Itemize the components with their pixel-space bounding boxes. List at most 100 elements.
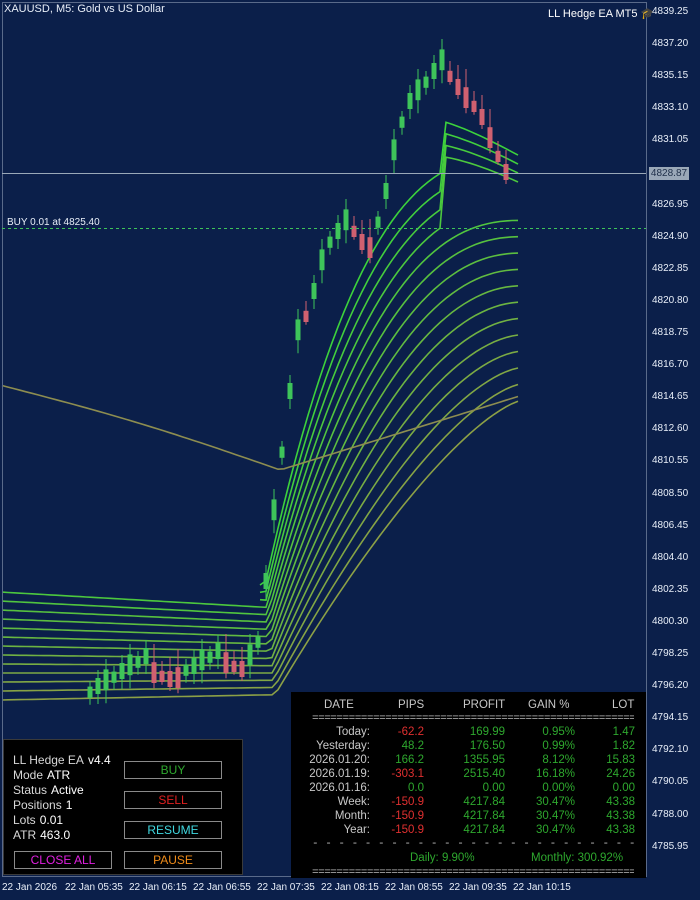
stats-panel: DATE PIPS PROFIT GAIN % LOT ============…	[291, 692, 646, 879]
stats-cell-profit: 169.99	[469, 726, 505, 738]
candle-body	[327, 236, 333, 248]
graduation-cap-icon: 🎓	[640, 8, 655, 20]
price-tick: 4824.90	[652, 230, 689, 242]
stats-cell-pips: -62.2	[397, 726, 424, 738]
close-all-button[interactable]: CLOSE ALL	[14, 851, 112, 869]
status-value: Active	[51, 783, 84, 797]
price-tick: 4785.95	[652, 840, 689, 852]
ea-title: LL Hedge EA MT5 🎓	[548, 7, 654, 20]
stats-cell-profit: 2515.40	[463, 768, 505, 780]
buy-button[interactable]: BUY	[124, 761, 222, 779]
price-tick: 4788.00	[652, 808, 689, 820]
candle-body	[271, 499, 277, 521]
price-tick: 4820.80	[652, 294, 689, 306]
candle-body	[199, 649, 205, 671]
sell-button[interactable]: SELL	[124, 791, 222, 809]
candle-body	[495, 150, 501, 162]
stats-cell-date: Today:	[336, 726, 370, 738]
stats-cell-profit: 4217.84	[463, 810, 505, 822]
table-separator-dashed: - - - - - - - - - - - - - - - - - - - - …	[312, 838, 634, 850]
stats-cell-gain: 0.99%	[542, 740, 575, 752]
atr-row: ATR 463.0	[13, 828, 70, 842]
candle-body	[335, 223, 341, 239]
stats-cell-profit: 0.00	[482, 782, 505, 794]
status-label: Status	[13, 783, 48, 797]
price-tick: 4804.40	[652, 551, 689, 563]
stats-cell-lot: 43.38	[606, 810, 635, 822]
stats-cell-gain: 30.47%	[535, 796, 575, 808]
slow-ma-line	[1, 384, 519, 471]
candle-body	[367, 237, 373, 258]
candle-body	[399, 116, 405, 128]
candle-body	[263, 573, 269, 589]
candle-body	[287, 383, 293, 399]
stats-cell-pips: -150.9	[391, 810, 424, 822]
stats-cell-gain: 8.12%	[542, 754, 575, 766]
header-profit: PROFIT	[463, 699, 506, 711]
candle-body	[223, 652, 229, 673]
stats-cell-pips: -150.9	[391, 824, 424, 836]
lots-value: 0.01	[39, 813, 64, 827]
candle-body	[159, 670, 165, 682]
stats-cell-lot: 15.83	[606, 754, 635, 766]
time-tick: 22 Jan 2026	[2, 882, 58, 893]
stats-cell-profit: 4217.84	[463, 796, 505, 808]
ma-line	[1, 156, 519, 609]
stats-cell-lot: 24.26	[606, 768, 635, 780]
price-tick: 4810.55	[652, 455, 689, 467]
candle-body	[359, 234, 365, 250]
candle-body	[303, 310, 309, 322]
candle-body	[447, 70, 453, 82]
lots-row: Lots 0.01	[13, 813, 63, 827]
mode-label: Mode	[13, 768, 44, 782]
ea-title-text: LL Hedge EA MT5	[548, 8, 638, 20]
price-tick: 4802.35	[652, 583, 689, 595]
stats-cell-date: Yesterday:	[316, 740, 370, 752]
candle-body	[167, 671, 173, 687]
stats-cell-gain: 30.47%	[535, 810, 575, 822]
monthly-gain: Monthly: 300.92%	[531, 852, 624, 864]
stats-cell-date: 2026.01.20:	[309, 754, 370, 766]
ea-control-panel: LL Hedge EA v4.4 Mode ATR Status Active Pos…	[3, 739, 243, 875]
stats-cell-gain: 30.47%	[535, 824, 575, 836]
pause-button[interactable]: PAUSE	[124, 851, 222, 869]
time-tick: 22 Jan 06:15	[129, 882, 187, 893]
candle-body	[351, 225, 357, 237]
candle-body	[311, 283, 317, 299]
stats-cell-gain: 0.95%	[542, 726, 575, 738]
candle-body	[487, 127, 493, 148]
symbol-title: XAUUSD, M5: Gold vs US Dollar	[4, 3, 165, 15]
positions-label: Positions	[13, 798, 62, 812]
candle-body	[87, 686, 93, 698]
candle-body	[415, 79, 421, 101]
price-tick: 4806.45	[652, 519, 689, 531]
price-tick: 4816.70	[652, 359, 689, 371]
atr-value: 463.0	[40, 828, 71, 842]
candle-body	[455, 79, 461, 95]
time-tick: 22 Jan 08:15	[321, 882, 379, 893]
header-gain: GAIN %	[528, 699, 570, 711]
price-tick: 4790.05	[652, 776, 689, 788]
candle-body	[143, 648, 149, 664]
candle-body	[239, 661, 245, 677]
ma-line	[1, 301, 519, 652]
ea-name-row: LL Hedge EA v4.4	[13, 753, 111, 767]
candle-body	[207, 651, 213, 663]
table-separator-bottom: ========================================…	[312, 867, 634, 879]
candle-body	[503, 164, 509, 180]
candle-body	[135, 656, 141, 668]
ea-version: v4.4	[87, 753, 111, 767]
time-tick: 22 Jan 07:35	[257, 882, 315, 893]
stats-cell-pips: 48.2	[401, 740, 424, 752]
resume-button[interactable]: RESUME	[124, 821, 222, 839]
candle-body	[463, 87, 469, 108]
mode-value: ATR	[47, 768, 71, 782]
candle-body	[383, 183, 389, 199]
ma-line	[1, 268, 519, 638]
stats-cell-pips: 166.2	[395, 754, 424, 766]
price-tick: 4822.85	[652, 262, 689, 274]
ma-line	[259, 144, 519, 601]
candle-body	[175, 667, 181, 688]
